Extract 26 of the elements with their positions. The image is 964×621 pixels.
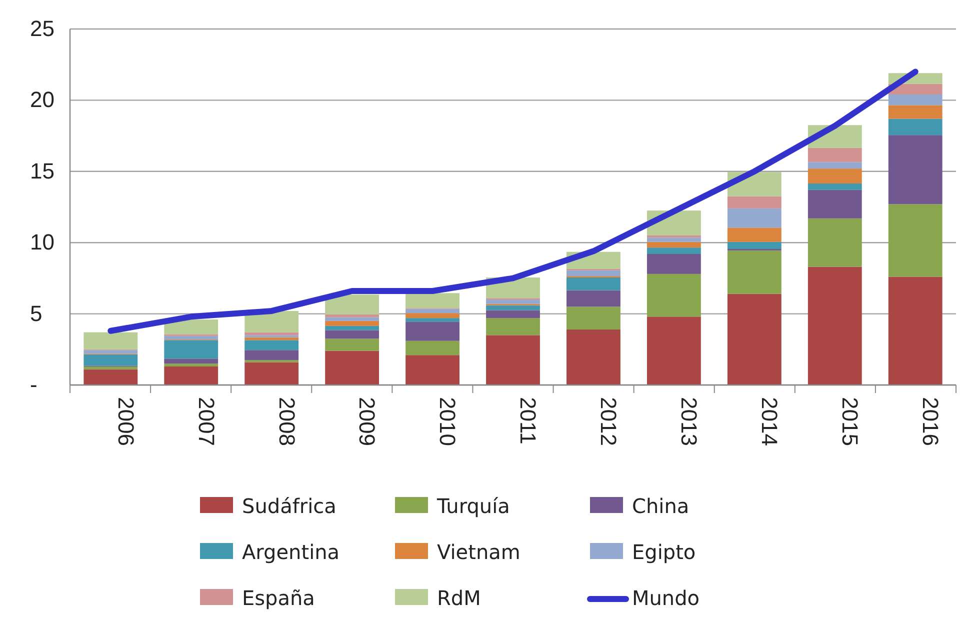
legend-label: Turquía	[436, 494, 510, 518]
x-tick-label: 2016	[918, 397, 944, 446]
y-tick-label: -	[30, 372, 38, 398]
x-tick-label: 2009	[354, 397, 380, 446]
y-tick-label: 5	[30, 300, 42, 326]
legend-label: Sudáfrica	[242, 494, 336, 518]
legend-label: Vietnam	[437, 540, 520, 564]
x-tick-label: 2010	[435, 397, 460, 446]
legend-label: España	[242, 586, 315, 610]
legend-label: Egipto	[632, 540, 696, 564]
y-tick-label: 15	[30, 158, 54, 184]
x-tick-label: 2012	[596, 397, 622, 446]
x-tick-label: 2014	[757, 397, 782, 446]
y-tick-label: 20	[30, 87, 54, 112]
x-tick-label: 2008	[274, 397, 300, 446]
legend-label: Mundo	[632, 586, 700, 610]
legend-label: Argentina	[242, 540, 340, 564]
x-tick-label: 2015	[838, 397, 863, 446]
y-tick-label: 25	[30, 16, 54, 42]
legend-label: China	[632, 494, 690, 518]
x-tick-label: 2007	[194, 397, 219, 446]
x-tick-label: 2013	[676, 397, 702, 446]
x-tick-label: 2011	[516, 397, 541, 444]
y-tick-label: 10	[30, 230, 54, 255]
legend-label: RdM	[437, 586, 481, 610]
x-tick-label: 2006	[113, 397, 138, 446]
